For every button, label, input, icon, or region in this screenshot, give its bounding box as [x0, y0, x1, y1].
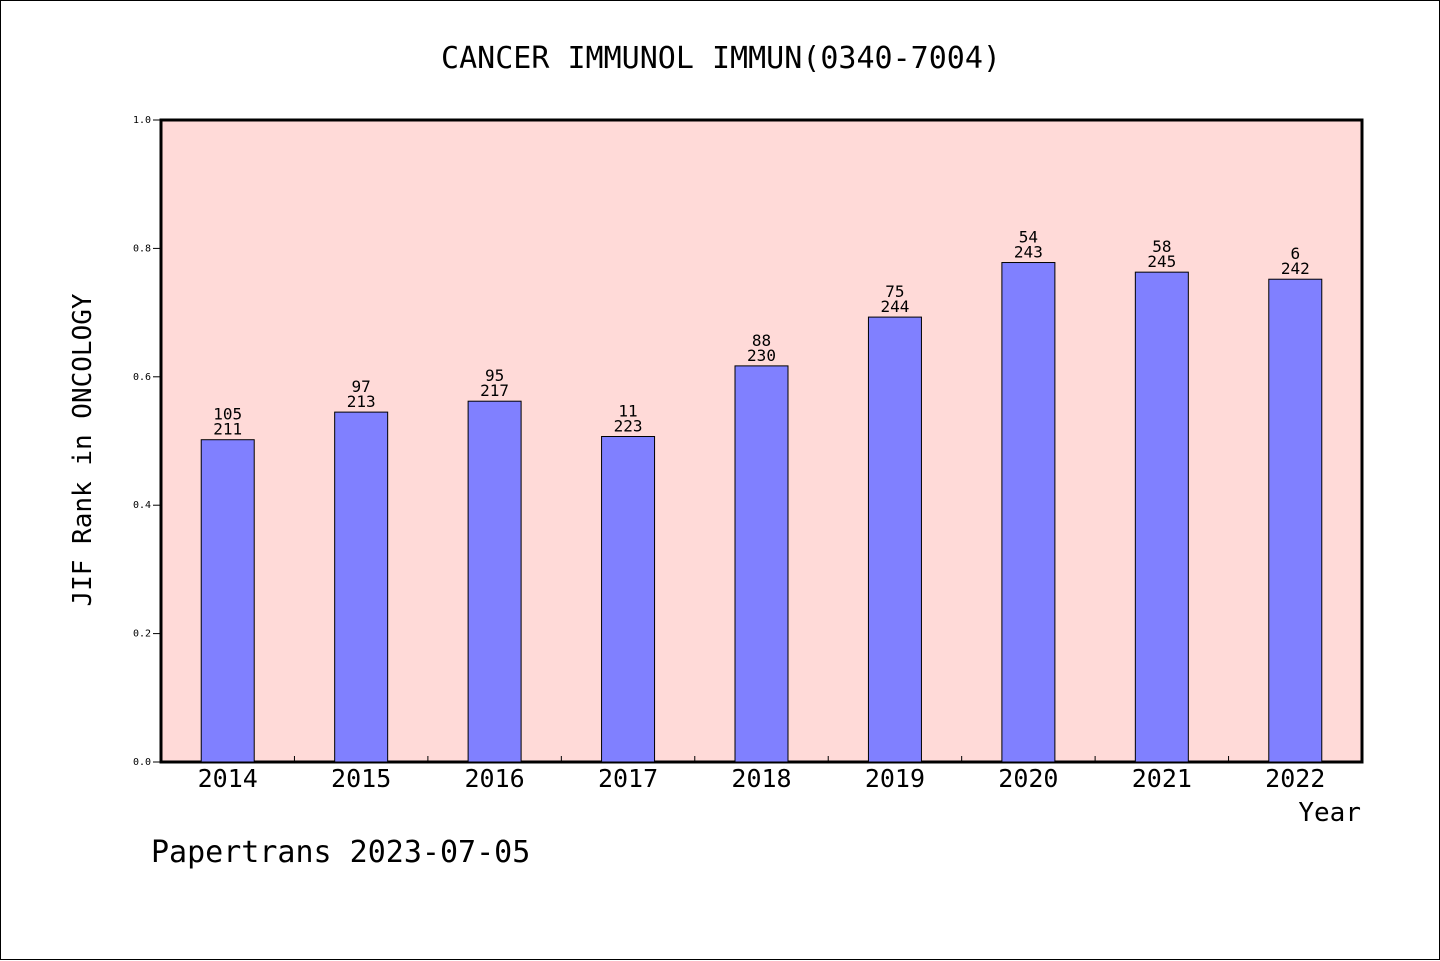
total-label: 244: [880, 297, 909, 316]
y-axis-label: JIF Rank in ONCOLOGY: [68, 293, 98, 606]
y-tick-label: 0.2: [133, 629, 151, 640]
x-tick-label: 2022: [1265, 764, 1325, 793]
total-label: 230: [747, 346, 776, 365]
x-tick-label: 2019: [865, 764, 925, 793]
total-label: 213: [347, 392, 376, 411]
rank-label: 97: [352, 377, 371, 396]
y-tick-label: 0.6: [133, 372, 151, 383]
total-label: 245: [1147, 252, 1176, 271]
x-tick-label: 2017: [598, 764, 658, 793]
x-tick-label: 2021: [1132, 764, 1192, 793]
rank-label: 105: [213, 405, 242, 424]
rank-label: 11: [618, 402, 637, 421]
x-tick-label: 2018: [731, 764, 791, 793]
bars: [200, 262, 1323, 763]
y-axis: 0.0 0.2 0.4 0.6 0.8 1.0: [133, 115, 161, 768]
x-tick-label: 2016: [465, 764, 525, 793]
rank-label: 75: [885, 282, 904, 301]
rank-label: 6: [1290, 244, 1300, 263]
bar-2018: [734, 365, 789, 763]
bar-2019: [867, 316, 922, 763]
bar-2021: [1134, 271, 1189, 763]
rank-label: 58: [1152, 237, 1171, 256]
total-label: 217: [480, 381, 509, 400]
x-tick-label: 2014: [198, 764, 258, 793]
y-tick-label: 0.0: [133, 757, 151, 768]
total-label: 211: [213, 420, 242, 439]
total-label: 242: [1281, 259, 1310, 278]
bar-2020: [1001, 262, 1056, 763]
x-axis-label: Year: [1298, 798, 1361, 828]
chart-title: CANCER IMMUNOL IMMUN(0340-7004): [441, 41, 1001, 76]
total-label: 223: [614, 417, 643, 436]
x-tick-label: 2020: [998, 764, 1058, 793]
y-tick-label: 1.0: [133, 115, 151, 126]
rank-label: 95: [485, 366, 504, 385]
y-tick-label: 0.4: [133, 500, 151, 511]
x-tick-label: 2015: [331, 764, 391, 793]
bar-2015: [334, 411, 389, 763]
x-axis: 2014 2015 2016 2017 2018 2019 2020 2021 2022: [198, 756, 1325, 793]
bar-2016: [467, 400, 522, 763]
bar-2022: [1268, 278, 1323, 763]
bar-2014: [200, 439, 255, 763]
rank-label: 88: [752, 331, 771, 350]
bar-2017: [601, 436, 656, 763]
footer-credit: Papertrans 2023-07-05: [151, 835, 531, 870]
y-tick-label: 0.8: [133, 243, 151, 254]
total-label: 243: [1014, 243, 1043, 262]
rank-label: 54: [1019, 228, 1038, 247]
